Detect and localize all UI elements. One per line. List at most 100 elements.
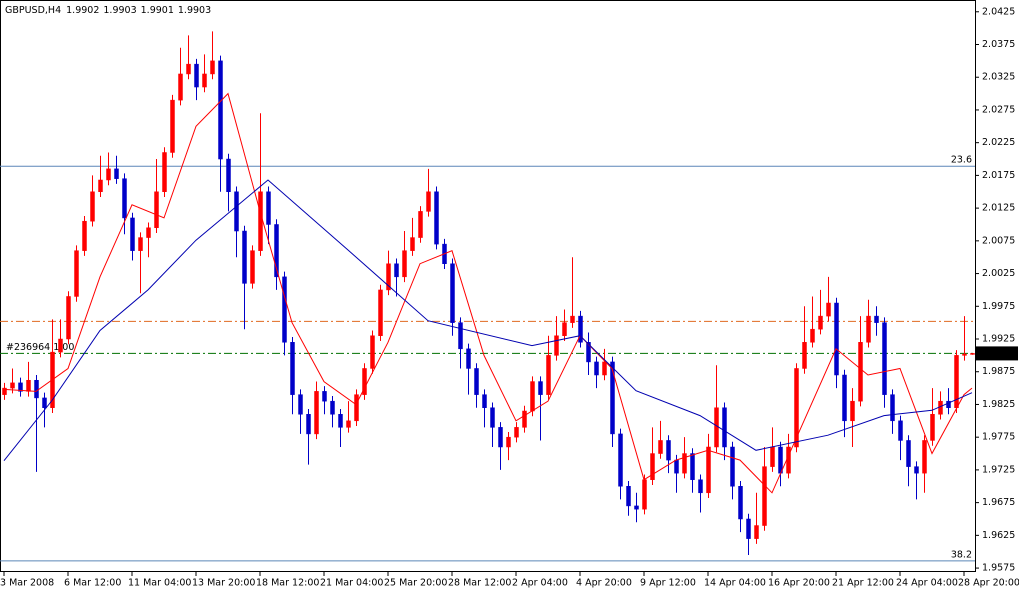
x-tick-label: 11 Mar 04:00 <box>128 578 191 589</box>
candle-body <box>234 191 239 232</box>
candle-body <box>698 479 703 494</box>
candle-body <box>490 407 495 428</box>
y-tick-label: 2.0025 <box>982 268 1015 279</box>
symbol: GBPUSD,H4 <box>5 5 61 16</box>
candle-body <box>10 382 15 389</box>
candle-body <box>970 353 975 355</box>
candle-body <box>722 407 727 448</box>
candle-body <box>26 379 31 392</box>
candle-body <box>194 63 199 88</box>
candle-body <box>610 361 615 435</box>
candle-body <box>66 296 71 340</box>
candle-body <box>290 342 295 395</box>
candle-body <box>570 315 575 323</box>
x-tick-label: 21 Mar 04:00 <box>320 578 383 589</box>
candle-body <box>882 322 887 395</box>
order-label: #236964 1.00 <box>6 342 74 353</box>
candle-body <box>818 315 823 330</box>
candle-body <box>562 322 567 336</box>
candle-body <box>834 302 839 376</box>
candle-body <box>778 446 783 474</box>
candle-body <box>930 414 935 441</box>
candle-body <box>906 440 911 467</box>
candle-body <box>90 191 95 222</box>
candle-body <box>346 420 351 428</box>
candle-body <box>138 237 143 251</box>
candle-body <box>274 224 279 278</box>
candle-body <box>666 440 671 461</box>
x-tick-label: 14 Apr 04:00 <box>704 578 766 589</box>
y-tick-label: 2.0425 <box>982 6 1015 17</box>
moving-average <box>3 179 973 462</box>
candle-body <box>178 73 183 101</box>
candle-body <box>394 263 399 278</box>
x-tick-label: 18 Mar 12:00 <box>256 578 319 589</box>
moving-average <box>3 92 973 494</box>
candle-body <box>314 391 319 435</box>
candle-body <box>114 168 119 179</box>
candle-body <box>426 191 431 212</box>
x-tick-label: 25 Mar 20:00 <box>384 578 447 589</box>
candle-body <box>786 446 791 474</box>
x-tick-label: 3 Mar 2008 <box>0 578 54 589</box>
candle-body <box>162 152 167 193</box>
candle-body <box>130 217 135 251</box>
candle-body <box>74 250 79 297</box>
candle-body <box>18 382 23 392</box>
candle-body <box>378 289 383 336</box>
candle-body <box>266 191 271 225</box>
candle-body <box>218 60 223 160</box>
candle-body <box>418 211 423 238</box>
open-value: 1.9902 <box>66 5 99 16</box>
candle-body <box>706 446 711 494</box>
y-tick-label: 2.0325 <box>982 72 1015 83</box>
candle-body <box>682 453 687 474</box>
candle-body <box>34 379 39 399</box>
candle-body <box>578 315 583 343</box>
candle-body <box>866 315 871 343</box>
y-tick-label: 1.9875 <box>982 366 1015 377</box>
candle-body <box>898 420 903 441</box>
candle-body <box>714 407 719 448</box>
x-tick-label: 13 Mar 20:00 <box>192 578 255 589</box>
price-box <box>976 346 1018 361</box>
x-tick-label: 9 Apr 12:00 <box>640 578 696 589</box>
plot-frame <box>0 0 976 572</box>
candle-body <box>242 230 247 284</box>
low-value: 1.9901 <box>141 5 174 16</box>
candle-body <box>522 410 527 428</box>
candle-body <box>170 99 175 153</box>
candle-body <box>402 250 407 278</box>
candle-body <box>458 322 463 350</box>
plot: 23.6 38.2 #236964 1.00 <box>0 31 975 562</box>
y-tick-label: 1.9775 <box>982 432 1015 443</box>
candle-body <box>842 374 847 422</box>
y-tick-label: 2.0225 <box>982 137 1015 148</box>
candle-body <box>434 191 439 245</box>
candle-body <box>258 191 263 251</box>
x-tick-label: 16 Apr 20:00 <box>768 578 830 589</box>
candle-body <box>858 342 863 402</box>
candle-body <box>810 328 815 343</box>
candle-body <box>626 486 631 507</box>
x-tick-label: 21 Apr 12:00 <box>832 578 894 589</box>
candle-body <box>122 178 127 219</box>
y-tick-label: 1.9925 <box>982 334 1015 345</box>
candle-body <box>82 220 87 251</box>
candle-body <box>98 179 103 193</box>
candle-body <box>410 237 415 251</box>
candle-body <box>154 191 159 229</box>
candle-body <box>802 342 807 369</box>
candle-body <box>514 427 519 438</box>
x-tick-label: 4 Apr 20:00 <box>576 578 632 589</box>
fib-label: 23.6 <box>951 155 972 166</box>
candle-body <box>202 73 207 88</box>
candle-body <box>362 368 367 395</box>
candle-body <box>106 168 111 181</box>
y-tick-label: 1.9675 <box>982 497 1015 508</box>
candle-body <box>210 60 215 75</box>
candle-body <box>658 440 663 454</box>
candle-body <box>914 466 919 474</box>
candle-body <box>42 397 47 408</box>
